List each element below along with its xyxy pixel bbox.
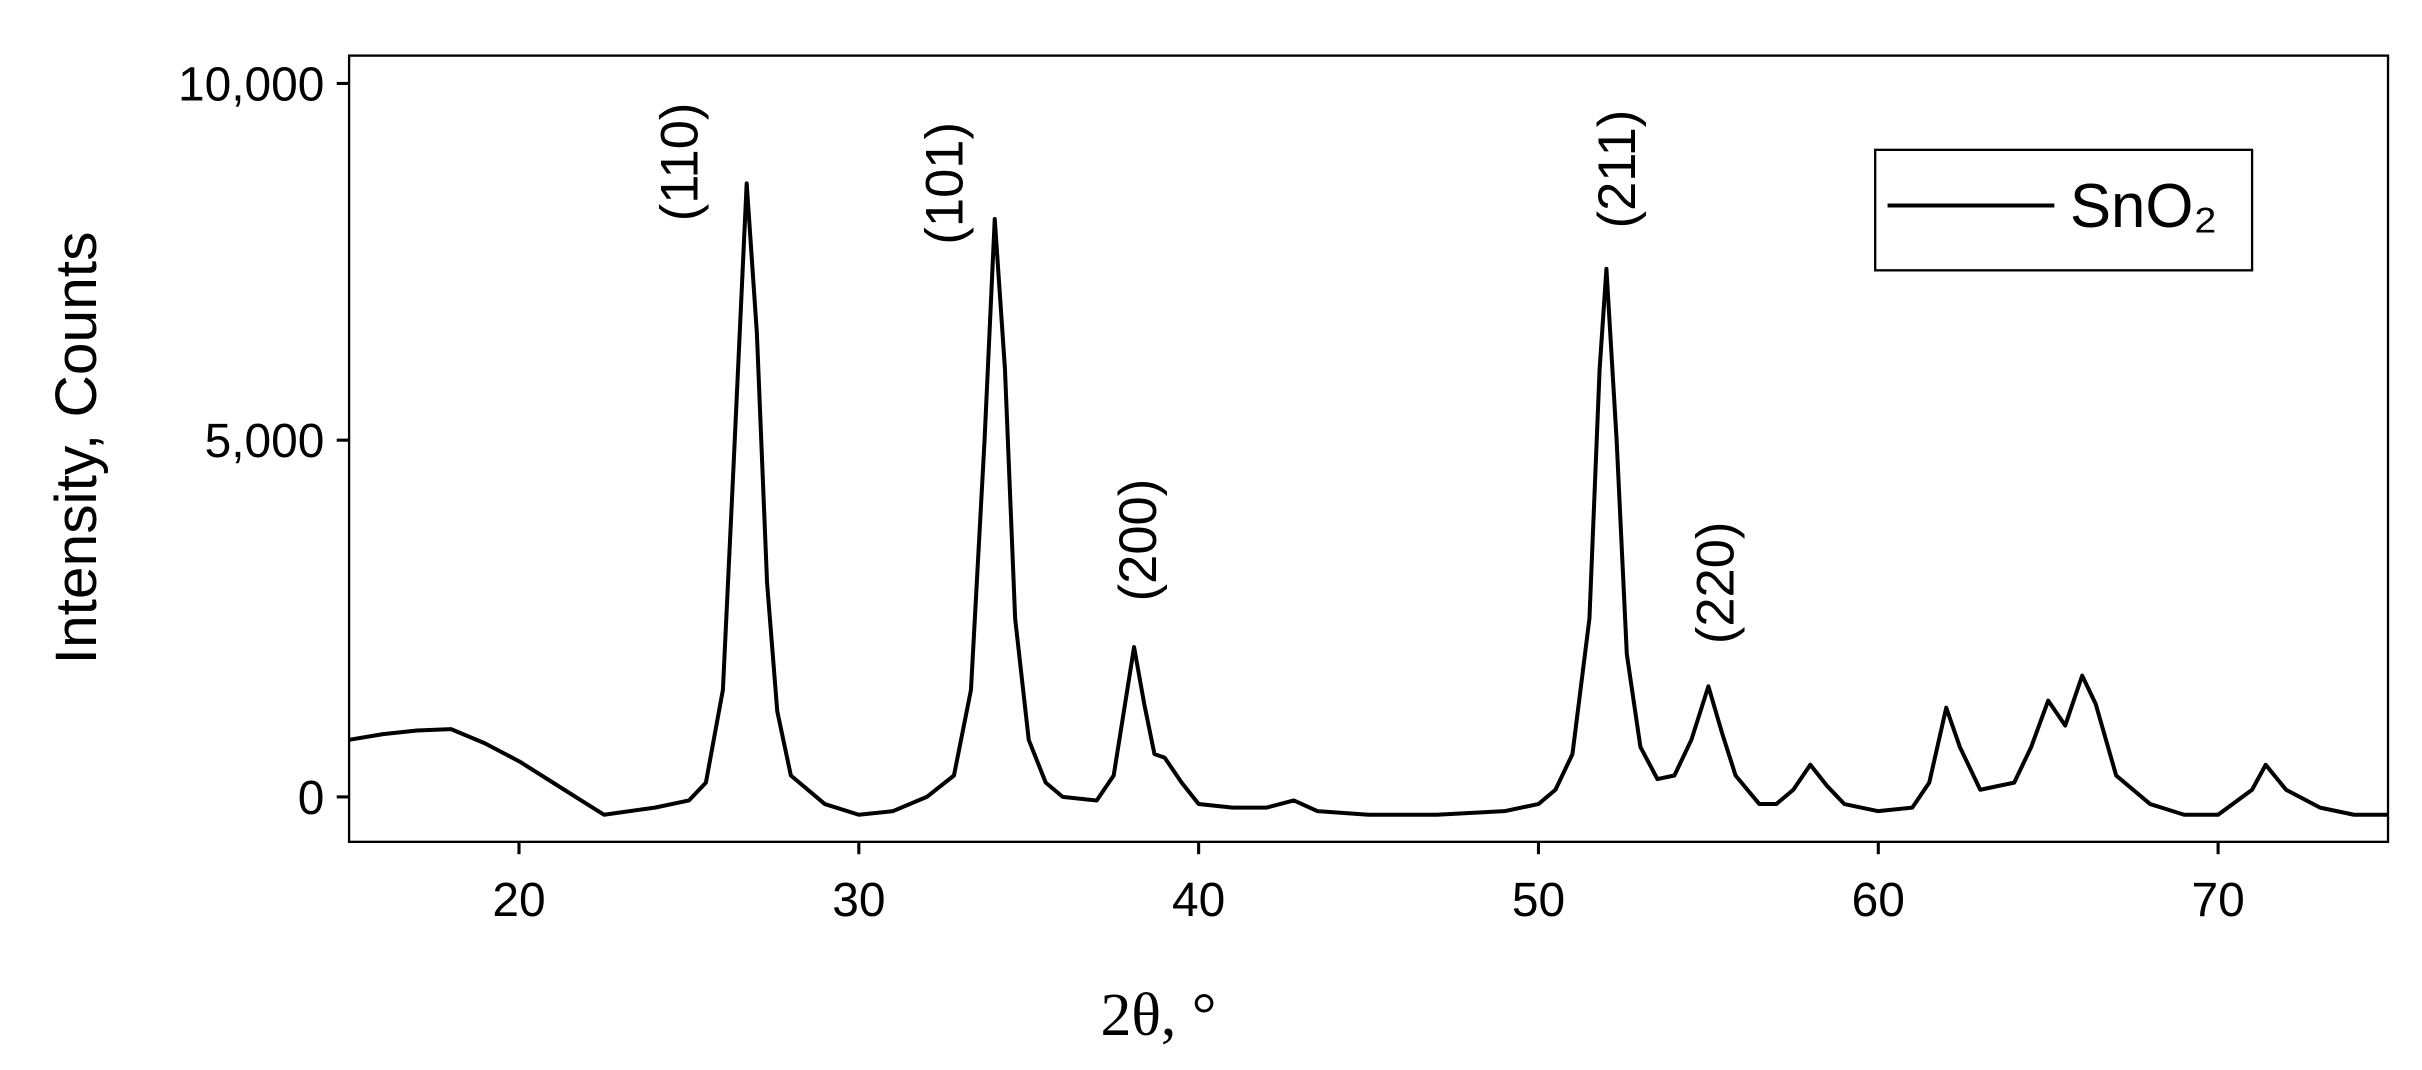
legend-box (1874, 148, 2254, 272)
peak-label: (220) (1687, 522, 1746, 645)
peak-label: (200) (1109, 479, 1168, 602)
y-tick-label: 5,000 (205, 415, 325, 468)
x-tick-label: 70 (2191, 874, 2244, 927)
y-tick-label: 10,000 (178, 58, 324, 111)
x-tick-label: 20 (492, 874, 545, 927)
x-tick-label: 40 (1172, 874, 1225, 927)
x-tick-label: 60 (1852, 874, 1905, 927)
peak-label: (110) (650, 103, 709, 222)
x-tick-label: 30 (832, 874, 885, 927)
x-tick-label: 50 (1512, 874, 1565, 927)
y-axis-label: Intensity, Counts (44, 232, 109, 665)
plot-frame (347, 54, 2390, 844)
y-tick-label: 0 (298, 772, 325, 825)
peak-label: (211) (1588, 110, 1647, 229)
data-line (348, 181, 2389, 817)
legend-label: SnO₂ (2070, 172, 2218, 241)
x-axis-label: 2θ, ° (1100, 981, 1216, 1049)
peak-label: (101) (915, 122, 974, 245)
